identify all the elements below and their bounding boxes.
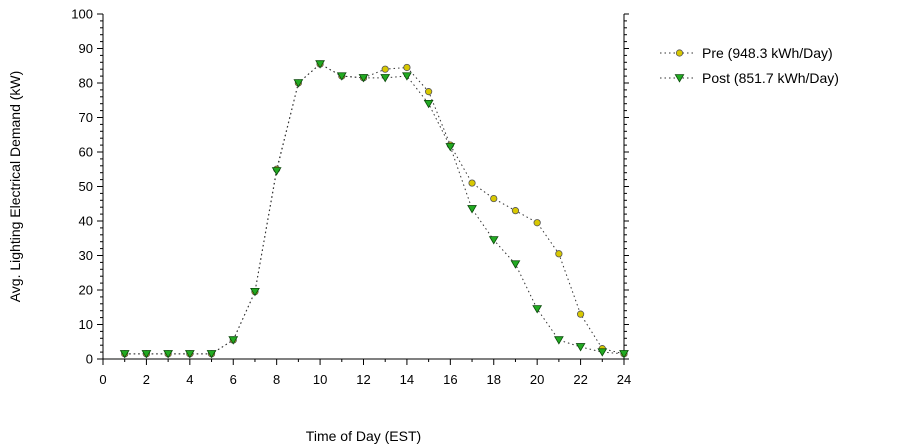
legend: Pre (948.3 kWh/Day) Post (851.7 kWh/Day)	[660, 45, 839, 86]
x-tick-label: 16	[443, 372, 457, 387]
data-point	[381, 65, 389, 73]
x-tick-label: 14	[400, 372, 414, 387]
data-point	[490, 194, 498, 203]
series-points-group	[121, 60, 628, 358]
data-point	[555, 250, 563, 258]
data-point	[597, 348, 608, 357]
y-tick-label: 0	[86, 352, 93, 367]
x-tick-label: 8	[273, 372, 280, 387]
series-line	[124, 63, 625, 355]
data-point	[184, 350, 195, 359]
legend-entry-label: Post (851.7 kWh/Day)	[702, 70, 839, 86]
y-tick-label: 80	[79, 76, 93, 91]
y-axis-title: Avg. Lighting Electrical Demand (kW)	[7, 71, 23, 303]
data-point	[380, 74, 391, 83]
y-tick-label: 70	[79, 110, 93, 125]
y-tick-label: 40	[79, 214, 93, 229]
data-point	[532, 305, 543, 314]
x-tick-label: 20	[530, 372, 544, 387]
y-tick-label: 10	[79, 317, 93, 332]
data-point	[271, 167, 282, 176]
data-point	[553, 336, 564, 345]
x-tick-label: 10	[313, 372, 327, 387]
data-point	[510, 260, 521, 269]
x-tick-label: 4	[186, 372, 193, 387]
data-point	[575, 343, 586, 352]
data-point	[250, 287, 260, 297]
legend-marker	[675, 49, 684, 57]
series-points-group	[119, 60, 629, 359]
data-point	[119, 350, 130, 359]
data-point	[402, 72, 412, 81]
x-tick-label: 24	[617, 372, 631, 387]
x-tick-label: 6	[230, 372, 237, 387]
data-point	[358, 74, 369, 83]
data-point	[576, 310, 585, 318]
data-point	[315, 60, 325, 69]
legend-marker	[674, 74, 685, 83]
data-point	[619, 350, 629, 359]
data-point	[228, 336, 239, 345]
data-point	[336, 72, 347, 81]
y-tick-label: 60	[79, 145, 93, 160]
data-point	[403, 63, 411, 72]
x-tick-label: 2	[143, 372, 150, 387]
x-axis-title: Time of Day (EST)	[306, 428, 421, 444]
data-point	[141, 350, 152, 359]
data-point	[425, 88, 433, 96]
legend-entry-label: Pre (948.3 kWh/Day)	[702, 45, 833, 61]
data-point	[293, 79, 304, 88]
series-line-group	[124, 63, 625, 355]
series-line	[124, 63, 625, 355]
y-tick-label: 30	[79, 248, 93, 263]
x-tick-label: 12	[356, 372, 370, 387]
y-tick-label: 90	[79, 41, 93, 56]
y-tick-label: 50	[79, 179, 93, 194]
x-tick-label: 18	[487, 372, 501, 387]
data-point	[423, 99, 434, 109]
data-point	[488, 236, 499, 245]
data-point	[511, 207, 520, 215]
data-point	[467, 205, 477, 214]
y-tick-label: 100	[71, 7, 93, 22]
series-layer	[119, 60, 629, 359]
x-tick-label: 22	[573, 372, 587, 387]
series-line-group	[124, 63, 625, 355]
x-tick-label: 0	[99, 372, 106, 387]
y-tick-label: 20	[79, 283, 93, 298]
data-point	[206, 350, 217, 359]
data-point	[533, 219, 541, 227]
data-point	[445, 143, 456, 152]
data-point	[163, 350, 174, 359]
data-point	[468, 179, 476, 187]
